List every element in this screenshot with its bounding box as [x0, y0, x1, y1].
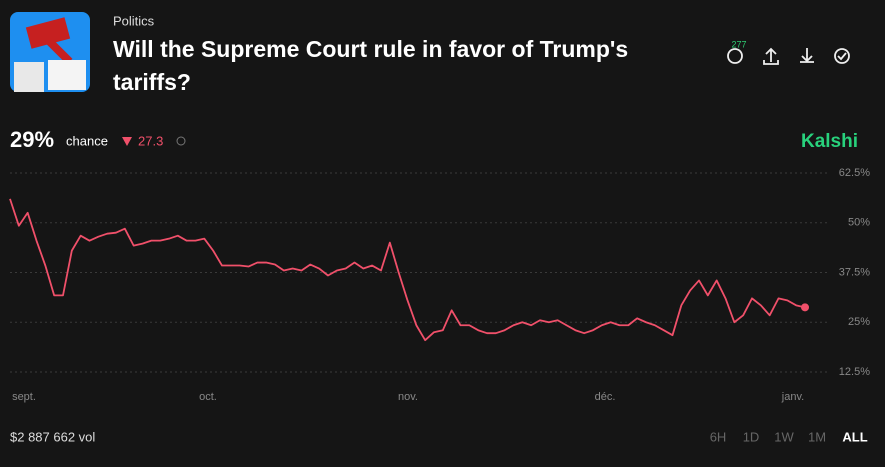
x-tick-label: sept. — [12, 391, 36, 403]
price-line — [9, 198, 806, 342]
market-title: tariffs? — [113, 69, 191, 95]
download-button[interactable] — [800, 48, 814, 63]
down-arrow — [122, 137, 132, 146]
x-tick-label: nov. — [398, 391, 418, 403]
chance-label: chance — [66, 133, 108, 148]
category: Politics — [113, 13, 155, 28]
y-tick-label: 12.5% — [839, 366, 870, 378]
comment-count: 277 — [731, 39, 746, 49]
market-image — [10, 12, 90, 92]
volume: $2 887 662 vol — [10, 429, 95, 444]
brand: Kalshi — [801, 131, 858, 152]
x-tick-label: déc. — [595, 391, 616, 403]
range-button[interactable]: 6H — [710, 429, 727, 444]
check-button[interactable] — [834, 48, 850, 64]
x-tick-label: janv. — [781, 391, 804, 403]
range-button[interactable]: 1M — [808, 429, 826, 444]
change: 27.3 — [138, 133, 163, 148]
info-icon — [176, 136, 186, 146]
share-button[interactable] — [763, 47, 779, 65]
check-icon — [837, 52, 847, 61]
last-point — [801, 303, 809, 312]
y-tick-label: 50% — [848, 217, 870, 229]
range-buttons: 6H 1D 1W 1M ALL — [710, 429, 868, 444]
y-tick-label: 62.5% — [839, 167, 870, 179]
range-button[interactable]: ALL — [842, 429, 867, 444]
x-tick-label: oct. — [199, 391, 217, 403]
y-tick-label: 37.5% — [839, 266, 870, 278]
chance: 29% — [10, 127, 54, 152]
comments-button[interactable] — [727, 48, 743, 64]
market-title: Will the Supreme Court rule in favor of … — [113, 36, 628, 62]
range-button[interactable]: 1W — [774, 429, 794, 444]
actions — [727, 47, 850, 65]
y-tick-label: 25% — [848, 316, 870, 328]
range-button[interactable]: 1D — [743, 429, 760, 444]
